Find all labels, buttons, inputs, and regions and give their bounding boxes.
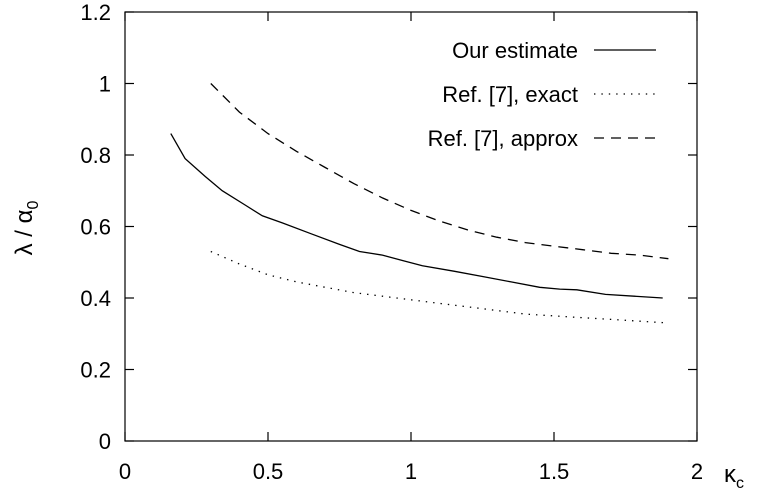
y-tick-label: 0.4 xyxy=(80,286,111,311)
y-tick-label: 1.2 xyxy=(80,0,111,25)
y-axis-label: λ / α0 xyxy=(11,201,42,256)
y-axis: 0 0.2 0.4 0.6 0.8 1 1.2 xyxy=(80,0,697,454)
series-layer xyxy=(170,83,669,324)
y-tick-label: 1 xyxy=(99,72,111,97)
y-tick-label: 0 xyxy=(99,429,111,454)
series-line-3 xyxy=(210,83,669,260)
plot-border xyxy=(124,11,698,442)
x-tick-label: 1 xyxy=(405,459,417,484)
y-tick-label: 0.2 xyxy=(80,358,111,383)
legend: Our estimate Ref. [7], exact Ref. [7], app… xyxy=(428,38,656,151)
x-tick-label: 2 xyxy=(691,459,703,484)
plot-frame xyxy=(124,11,698,442)
y-tick-label: 0.6 xyxy=(80,215,111,240)
legend-label-3: Ref. [7], approx xyxy=(428,126,578,151)
x-tick-label: 1.5 xyxy=(539,459,570,484)
x-tick-label: 0 xyxy=(119,459,131,484)
legend-label-2: Ref. [7], exact xyxy=(442,82,578,107)
legend-label-1: Our estimate xyxy=(452,38,578,63)
series-line-1 xyxy=(170,133,663,299)
series-line-2 xyxy=(210,250,669,324)
x-tick-label: 0.5 xyxy=(253,459,284,484)
x-axis-label: κc xyxy=(724,461,744,492)
x-axis: 0 0.5 1 1.5 2 xyxy=(119,12,703,484)
y-tick-label: 0.8 xyxy=(80,143,111,168)
